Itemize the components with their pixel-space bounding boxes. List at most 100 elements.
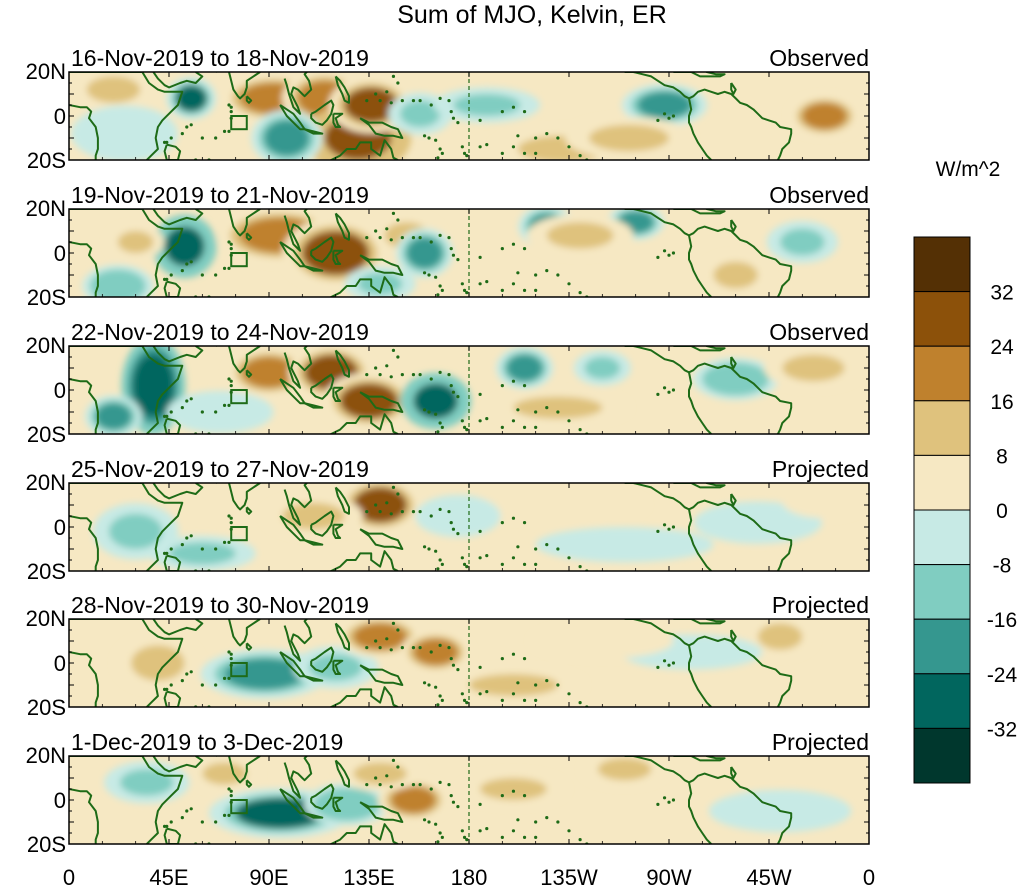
island-dot: [500, 521, 504, 525]
island-dot: [465, 701, 469, 705]
colorbar-level-label: -32: [987, 718, 1017, 741]
island-dot: [429, 240, 433, 244]
island-dot: [378, 236, 382, 240]
anomaly-contour: [400, 100, 441, 128]
island-dot: [449, 384, 453, 388]
x-tick-label: 90E: [249, 865, 288, 889]
island-dot: [434, 412, 438, 416]
island-dot: [490, 708, 493, 711]
island-dot: [214, 273, 218, 277]
coastline: [730, 766, 737, 779]
island-dot: [500, 110, 504, 114]
coastline: [332, 659, 344, 675]
island-dot: [200, 136, 204, 140]
coastline: [69, 241, 99, 297]
colorbar-swatch: [913, 618, 971, 675]
island-dot: [500, 835, 504, 840]
island-dot: [522, 521, 527, 525]
island-dot: [465, 838, 469, 842]
island-dot: [180, 816, 184, 820]
coastline: [624, 483, 793, 571]
island-dot: [485, 143, 489, 147]
island-dot: [440, 151, 444, 155]
island-dot: [511, 516, 516, 520]
island-dot: [522, 562, 527, 567]
anomaly-contour: [109, 513, 163, 550]
island-dot: [583, 714, 586, 717]
island-dot: [229, 657, 233, 661]
island-dot: [667, 800, 671, 804]
island-dot: [440, 288, 444, 292]
map-panel: 20N 0 20S 19-Nov-2019 to 21-Nov-2019 Observe…: [26, 182, 870, 310]
island-dot: [200, 820, 204, 824]
island-dot: [556, 273, 560, 277]
panel-status: Observed: [769, 319, 869, 345]
anomaly-contour: [431, 502, 485, 530]
island-dot: [500, 794, 504, 798]
island-dot: [511, 105, 516, 109]
island-dot: [229, 247, 233, 251]
island-dot: [229, 105, 233, 109]
coastline: [328, 139, 399, 160]
island-dot: [389, 648, 393, 652]
island-dot: [534, 425, 538, 429]
coastline: [359, 801, 404, 823]
island-dot: [190, 435, 193, 438]
anomaly-contour: [117, 231, 154, 253]
island-dot: [222, 676, 227, 681]
anomaly-contour: [120, 769, 174, 796]
coastline: [69, 104, 99, 160]
coastline: [215, 619, 261, 647]
island-dot: [460, 145, 464, 149]
island-dot: [378, 373, 382, 377]
coastlines: [69, 346, 793, 434]
island-dot: [516, 681, 520, 685]
island-dot: [511, 789, 516, 793]
coastline: [730, 219, 737, 232]
coastline: [310, 783, 335, 810]
island-dot: [189, 260, 193, 264]
island-dot: [165, 824, 169, 829]
anomaly-contour: [557, 630, 647, 652]
island-dot: [438, 558, 442, 562]
island-dot: [511, 652, 516, 656]
island-dot: [451, 800, 456, 804]
island-dot: [385, 774, 389, 778]
island-dot: [436, 567, 440, 571]
island-dot: [478, 282, 482, 286]
island-dot: [190, 572, 193, 575]
island-dot: [490, 161, 493, 164]
anomaly-field: [69, 483, 868, 575]
coastline: [688, 235, 712, 297]
island-dot: [567, 145, 571, 149]
island-dot: [396, 492, 400, 496]
island-dot: [671, 251, 676, 255]
island-dot: [436, 293, 440, 297]
anomaly-contour: [95, 272, 141, 297]
coastline: [152, 346, 204, 363]
island-dot: [500, 384, 504, 388]
anomaly-contour: [637, 91, 692, 119]
island-dot: [534, 698, 538, 703]
island-dot: [200, 547, 204, 551]
island-dot: [418, 99, 422, 103]
anomaly-contour: [224, 658, 305, 690]
colorbar-swatch: [913, 345, 971, 402]
island-dot: [165, 687, 169, 692]
island-dot: [465, 565, 469, 569]
panel-status: Observed: [769, 45, 869, 71]
island-dot: [534, 151, 538, 155]
coastline: [334, 622, 350, 651]
map-panel: 20N 0 20S 22-Nov-2019 to 24-Nov-2019 Observe…: [26, 319, 870, 447]
island-dot: [180, 269, 184, 273]
y-tick-label: 20N: [26, 59, 66, 84]
coastline: [730, 629, 737, 642]
coastline: [328, 276, 399, 297]
coastline: [624, 72, 793, 160]
island-dot: [456, 121, 460, 125]
coastline: [624, 346, 793, 434]
y-tick-label: 20N: [26, 743, 66, 768]
island-dot: [200, 273, 204, 277]
y-tick-label: 0: [54, 515, 66, 540]
island-dot: [427, 410, 431, 414]
